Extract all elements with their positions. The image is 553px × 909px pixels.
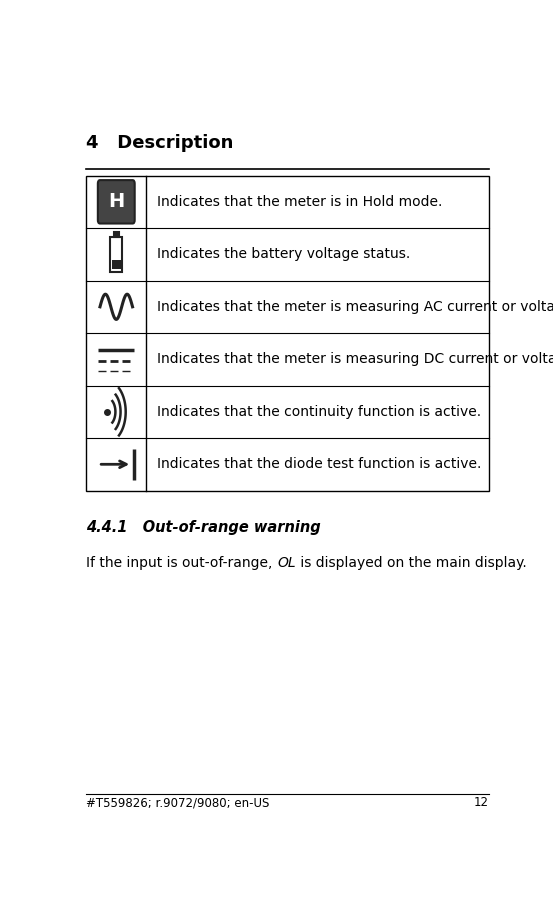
Bar	[114, 232, 119, 237]
Text: Indicates the battery voltage status.: Indicates the battery voltage status.	[157, 247, 410, 261]
Text: is displayed on the main display.: is displayed on the main display.	[296, 556, 526, 570]
Text: 4.4.1   Out-of-range warning: 4.4.1 Out-of-range warning	[86, 520, 321, 534]
Text: OL: OL	[277, 556, 296, 570]
Text: H: H	[108, 193, 124, 211]
Bar	[110, 237, 122, 272]
Text: If the input is out-of-range,: If the input is out-of-range,	[86, 556, 277, 570]
Text: Indicates that the continuity function is active.: Indicates that the continuity function i…	[157, 405, 481, 419]
Text: Indicates that the diode test function is active.: Indicates that the diode test function i…	[157, 457, 481, 471]
Text: Indicates that the meter is measuring AC current or voltage.: Indicates that the meter is measuring AC…	[157, 300, 553, 314]
Text: Indicates that the meter is in Hold mode.: Indicates that the meter is in Hold mode…	[157, 195, 442, 209]
FancyBboxPatch shape	[98, 180, 135, 224]
Bar	[112, 260, 121, 269]
Text: Indicates that the meter is measuring DC current or voltage.: Indicates that the meter is measuring DC…	[157, 353, 553, 366]
Text: #T559826; r.9072/9080; en-US: #T559826; r.9072/9080; en-US	[86, 796, 270, 809]
Text: 12: 12	[474, 796, 489, 809]
Text: 4   Description: 4 Description	[86, 134, 234, 152]
